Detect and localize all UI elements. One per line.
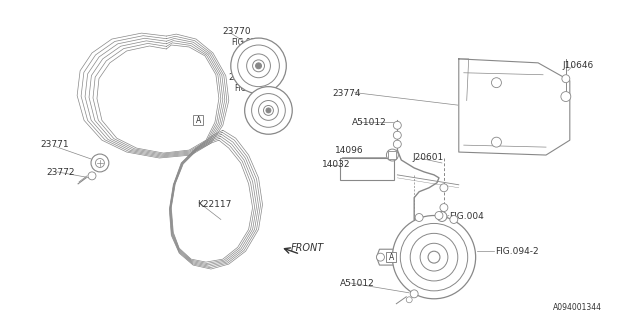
- Bar: [193, 116, 203, 125]
- Text: 23772: 23772: [46, 168, 75, 177]
- Circle shape: [231, 38, 286, 93]
- Text: J10646: J10646: [563, 61, 594, 70]
- Circle shape: [394, 131, 401, 139]
- Circle shape: [492, 78, 501, 88]
- Text: K22117: K22117: [197, 200, 232, 209]
- Circle shape: [561, 92, 571, 101]
- Text: 23770: 23770: [228, 73, 257, 82]
- Text: 23774: 23774: [332, 89, 360, 98]
- Text: J20601: J20601: [412, 153, 444, 162]
- Circle shape: [394, 121, 401, 129]
- Circle shape: [562, 75, 570, 83]
- Bar: [340, 158, 394, 180]
- Circle shape: [450, 215, 458, 223]
- Circle shape: [376, 253, 385, 261]
- Circle shape: [394, 140, 401, 148]
- Circle shape: [440, 204, 448, 212]
- Circle shape: [420, 243, 448, 271]
- Circle shape: [435, 212, 443, 220]
- Text: 14096: 14096: [335, 146, 364, 155]
- Bar: [387, 252, 396, 262]
- Text: FIG.094-2: FIG.094-2: [495, 247, 539, 256]
- Circle shape: [428, 251, 440, 263]
- Text: 14032: 14032: [322, 160, 351, 169]
- Circle shape: [237, 45, 279, 87]
- Bar: [388, 151, 396, 159]
- Circle shape: [91, 154, 109, 172]
- Circle shape: [252, 93, 285, 127]
- Circle shape: [400, 223, 468, 291]
- Text: FIG.004: FIG.004: [449, 212, 484, 220]
- Circle shape: [253, 60, 264, 72]
- Circle shape: [259, 100, 278, 120]
- Circle shape: [440, 184, 448, 192]
- Circle shape: [264, 106, 273, 116]
- Circle shape: [410, 233, 458, 281]
- Text: FRONT: FRONT: [291, 243, 323, 253]
- Circle shape: [246, 54, 271, 78]
- Text: A51012: A51012: [340, 279, 374, 288]
- Text: 23771: 23771: [40, 140, 69, 149]
- Circle shape: [406, 297, 412, 303]
- Polygon shape: [459, 59, 570, 155]
- Circle shape: [255, 63, 262, 69]
- Circle shape: [387, 149, 398, 161]
- Text: FIG.022: FIG.022: [235, 84, 264, 93]
- Text: 23770: 23770: [223, 27, 252, 36]
- Circle shape: [415, 213, 423, 221]
- Text: A: A: [388, 253, 394, 262]
- Text: A094001344: A094001344: [553, 303, 602, 312]
- Circle shape: [410, 290, 418, 298]
- Circle shape: [95, 158, 104, 167]
- Circle shape: [392, 215, 476, 299]
- Circle shape: [492, 137, 501, 147]
- Circle shape: [88, 172, 96, 180]
- Circle shape: [437, 212, 447, 221]
- Text: FIG.022: FIG.022: [231, 38, 260, 47]
- Circle shape: [244, 87, 292, 134]
- Circle shape: [266, 108, 271, 113]
- Text: A: A: [195, 116, 201, 125]
- Text: A51012: A51012: [352, 118, 387, 127]
